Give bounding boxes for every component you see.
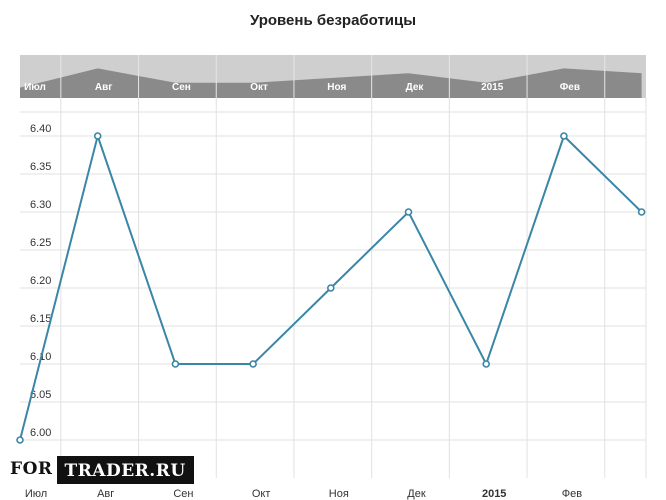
navigator-label: Сен bbox=[172, 82, 191, 93]
navigator-area bbox=[20, 68, 642, 98]
data-point[interactable] bbox=[16, 436, 24, 444]
x-tick-label: Сен bbox=[173, 488, 193, 500]
data-point[interactable] bbox=[560, 132, 568, 140]
data-point[interactable] bbox=[482, 360, 491, 368]
fortrader-logo: FOR TRADER.RU bbox=[6, 456, 194, 484]
data-point[interactable] bbox=[249, 360, 257, 368]
navigator-label: Июл bbox=[24, 82, 46, 93]
x-tick-label: 2015 bbox=[482, 488, 506, 500]
y-tick-label: 6.20 bbox=[30, 275, 51, 287]
series-unemployment bbox=[16, 132, 646, 444]
data-point[interactable] bbox=[171, 360, 180, 368]
y-tick-label: 6.25 bbox=[30, 237, 51, 249]
navigator-label: Окт bbox=[250, 82, 268, 93]
y-tick-label: 6.40 bbox=[30, 123, 51, 135]
data-point[interactable] bbox=[326, 284, 335, 292]
x-tick-label: Окт bbox=[252, 488, 271, 500]
navigator-label: Фев bbox=[560, 82, 580, 93]
x-tick-label: Июл bbox=[25, 488, 47, 500]
navigator-label: Ноя bbox=[327, 82, 346, 93]
chart-title: Уровень безработицы bbox=[249, 12, 417, 29]
logo-text-left: FOR bbox=[6, 456, 57, 484]
range-navigator[interactable]: Июл Авг Сен Окт Ноя Дек 2015 Фев bbox=[20, 55, 646, 98]
y-tick-label: 6.15 bbox=[30, 313, 51, 325]
navigator-label: 2015 bbox=[481, 82, 504, 93]
logo-text-right: TRADER.RU bbox=[56, 456, 194, 484]
data-point[interactable] bbox=[93, 132, 102, 140]
x-tick-label: Фев bbox=[562, 488, 582, 500]
data-point[interactable] bbox=[404, 208, 413, 216]
y-tick-label: 6.00 bbox=[30, 427, 51, 439]
grid bbox=[20, 98, 647, 478]
x-tick-label: Авг bbox=[97, 488, 114, 500]
navigator-label: Дек bbox=[406, 82, 425, 93]
y-tick-label: 6.35 bbox=[30, 161, 51, 173]
x-tick-label: Ноя bbox=[329, 488, 349, 500]
x-axis: Июл Авг Сен Окт Ноя Дек 2015 Фев bbox=[25, 488, 582, 500]
y-tick-label: 6.30 bbox=[30, 199, 51, 211]
y-tick-label: 6.05 bbox=[30, 389, 51, 401]
x-tick-label: Дек bbox=[407, 488, 426, 500]
navigator-label: Авг bbox=[95, 82, 113, 93]
data-point[interactable] bbox=[637, 208, 646, 216]
y-axis: 6.006.056.106.156.206.256.306.356.40 bbox=[30, 123, 51, 439]
